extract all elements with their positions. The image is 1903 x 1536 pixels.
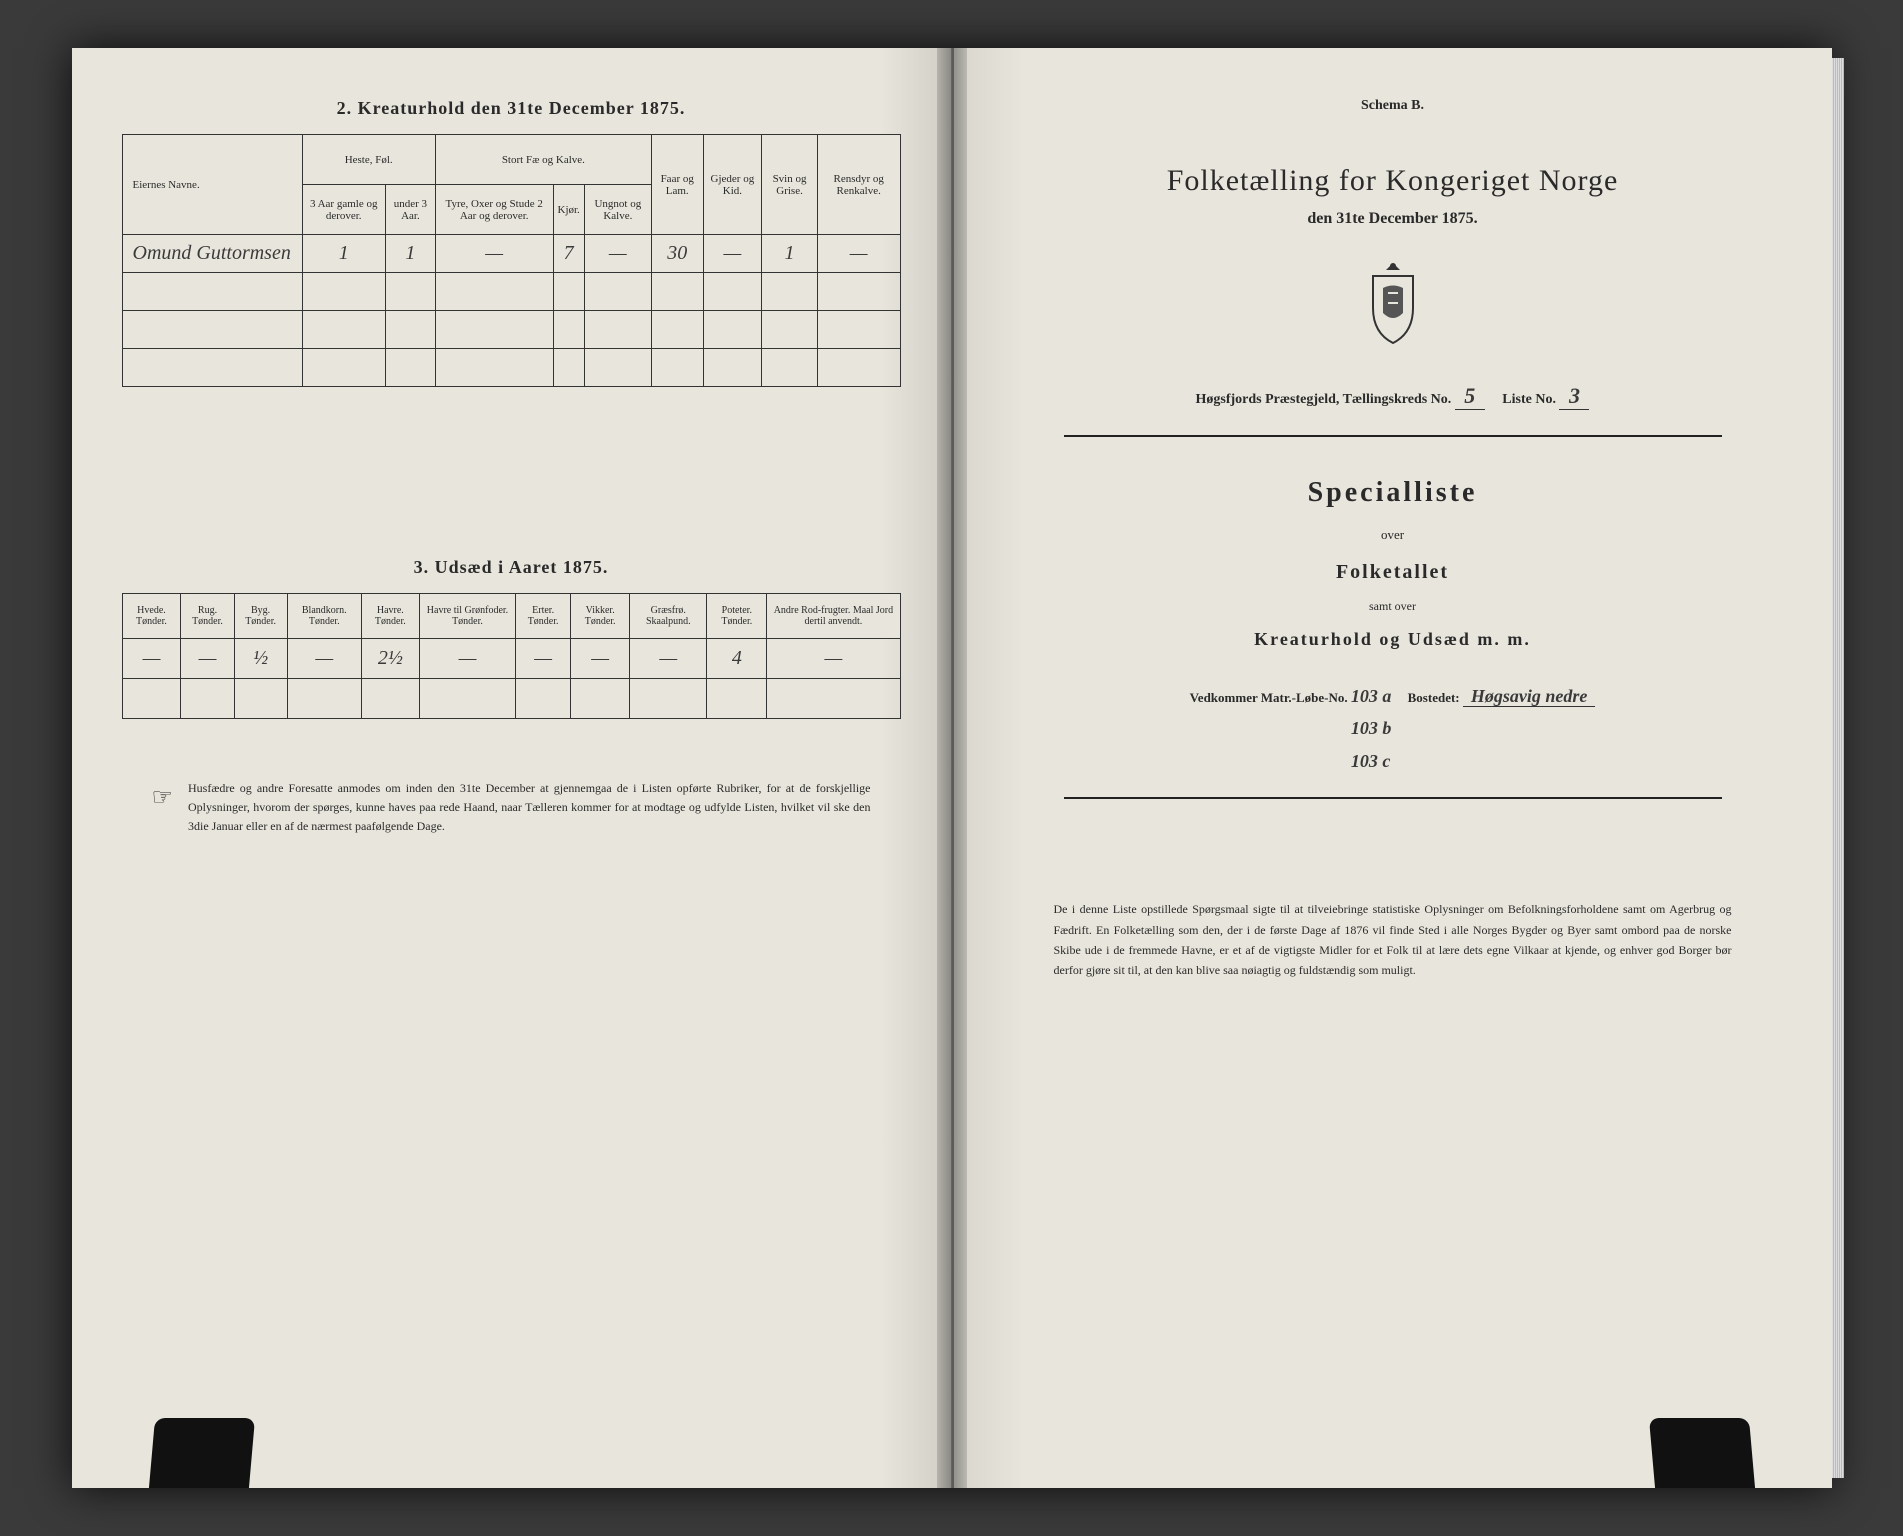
vedk-label: Vedkommer Matr.-Løbe-No.	[1190, 690, 1348, 705]
parish-prefix: Høgsfjords Præstegjeld, Tællingskreds No…	[1196, 392, 1452, 407]
matr-no: 103 a	[1351, 686, 1392, 706]
kreds-no: 5	[1455, 383, 1485, 410]
th-bulls: Tyre, Oxer og Stude 2 Aar og derover.	[435, 185, 553, 235]
cell: —	[419, 639, 515, 679]
th-goats: Gjeder og Kid.	[703, 135, 762, 235]
table-row	[122, 349, 900, 387]
kreatur-heading: Kreaturhold og Udsæd m. m.	[1004, 629, 1782, 650]
th-horses: Heste, Føl.	[302, 135, 435, 185]
th: Poteter. Tønder.	[707, 594, 767, 639]
main-title: Folketælling for Kongeriget Norge	[1004, 164, 1782, 198]
vedkommer-line: Vedkommer Matr.-Løbe-No. 103 a 103 b 103…	[1004, 680, 1782, 777]
sub-date: den 31te December 1875.	[1004, 210, 1782, 228]
section2-title: 2. Kreaturhold den 31te December 1875.	[122, 98, 901, 119]
cell: —	[630, 639, 707, 679]
th-sheep: Faar og Lam.	[651, 135, 703, 235]
th-cattle: Stort Fæ og Kalve.	[435, 135, 651, 185]
section3-title: 3. Udsæd i Aaret 1875.	[122, 557, 901, 578]
over-label: over	[1004, 527, 1782, 543]
cell: —	[435, 235, 553, 273]
binder-clip-icon	[1648, 1418, 1754, 1488]
th: Blandkorn. Tønder.	[287, 594, 361, 639]
th: Erter. Tønder.	[516, 594, 571, 639]
table-row	[122, 679, 900, 719]
th: Græsfrø. Skaalpund.	[630, 594, 707, 639]
bostedet-value: Høgsavig nedre	[1463, 686, 1596, 707]
hand-pointer-icon: ☞	[152, 779, 174, 837]
bostedet-label: Bostedet:	[1408, 690, 1460, 705]
right-page: Schema B. Folketælling for Kongeriget No…	[952, 48, 1832, 1488]
th: Havre. Tønder.	[361, 594, 419, 639]
cell: 1	[762, 235, 818, 273]
th-cows: Kjør.	[553, 185, 584, 235]
liste-label: Liste No.	[1502, 392, 1556, 407]
th-owner: Eiernes Navne.	[122, 135, 302, 235]
specialliste-heading: Specialliste	[1004, 477, 1782, 509]
folketallet-heading: Folketallet	[1004, 561, 1782, 584]
left-footnote: ☞ Husfædre og andre Foresatte anmodes om…	[122, 779, 901, 837]
footnote-text: Husfædre og andre Foresatte anmodes om i…	[188, 779, 870, 837]
open-book: 2. Kreaturhold den 31te December 1875. E…	[72, 48, 1832, 1488]
cell: —	[571, 639, 630, 679]
table-row: Omund Guttormsen 1 1 — 7 — 30 — 1 —	[122, 235, 900, 273]
th: Rug. Tønder.	[181, 594, 234, 639]
cell: —	[181, 639, 234, 679]
divider	[1064, 435, 1722, 437]
th: Hvede. Tønder.	[122, 594, 181, 639]
seed-table: Hvede. Tønder. Rug. Tønder. Byg. Tønder.…	[122, 593, 901, 719]
cell: —	[703, 235, 762, 273]
th: Andre Rod-frugter. Maal Jord dertil anve…	[767, 594, 900, 639]
parish-line: Høgsfjords Præstegjeld, Tællingskreds No…	[1004, 383, 1782, 410]
cell: ½	[234, 639, 287, 679]
cell-owner: Omund Guttormsen	[122, 235, 302, 273]
cell: 30	[651, 235, 703, 273]
divider	[1064, 797, 1722, 799]
th: Byg. Tønder.	[234, 594, 287, 639]
th-pigs: Svin og Grise.	[762, 135, 818, 235]
th: Vikker. Tønder.	[571, 594, 630, 639]
cell: —	[817, 235, 900, 273]
cell: 7	[553, 235, 584, 273]
th-calves: Ungnot og Kalve.	[584, 185, 651, 235]
cell: 1	[302, 235, 385, 273]
samt-label: samt over	[1004, 599, 1782, 614]
cell: —	[287, 639, 361, 679]
binder-clip-icon	[148, 1418, 254, 1488]
matr-no: 103 c	[1351, 751, 1391, 771]
th-reindeer: Rensdyr og Renkalve.	[817, 135, 900, 235]
cell: 4	[707, 639, 767, 679]
th-horseU3: under 3 Aar.	[385, 185, 435, 235]
table-row: — — ½ — 2½ — — — — 4 —	[122, 639, 900, 679]
cell: 2½	[361, 639, 419, 679]
left-page: 2. Kreaturhold den 31te December 1875. E…	[72, 48, 952, 1488]
coat-of-arms-icon	[1004, 258, 1782, 353]
page-edge	[1832, 58, 1844, 1478]
table-row	[122, 311, 900, 349]
cell: —	[767, 639, 900, 679]
cell: —	[584, 235, 651, 273]
cell: —	[122, 639, 181, 679]
liste-no: 3	[1559, 383, 1589, 410]
th: Havre til Grønfoder. Tønder.	[419, 594, 515, 639]
schema-label: Schema B.	[1004, 98, 1782, 114]
cell: —	[516, 639, 571, 679]
th-horse3: 3 Aar gamle og derover.	[302, 185, 385, 235]
right-footnote: De i denne Liste opstillede Spørgsmaal s…	[1054, 899, 1732, 981]
table-row	[122, 273, 900, 311]
matr-no: 103 b	[1351, 718, 1392, 738]
livestock-table: Eiernes Navne. Heste, Føl. Stort Fæ og K…	[122, 134, 901, 387]
cell: 1	[385, 235, 435, 273]
